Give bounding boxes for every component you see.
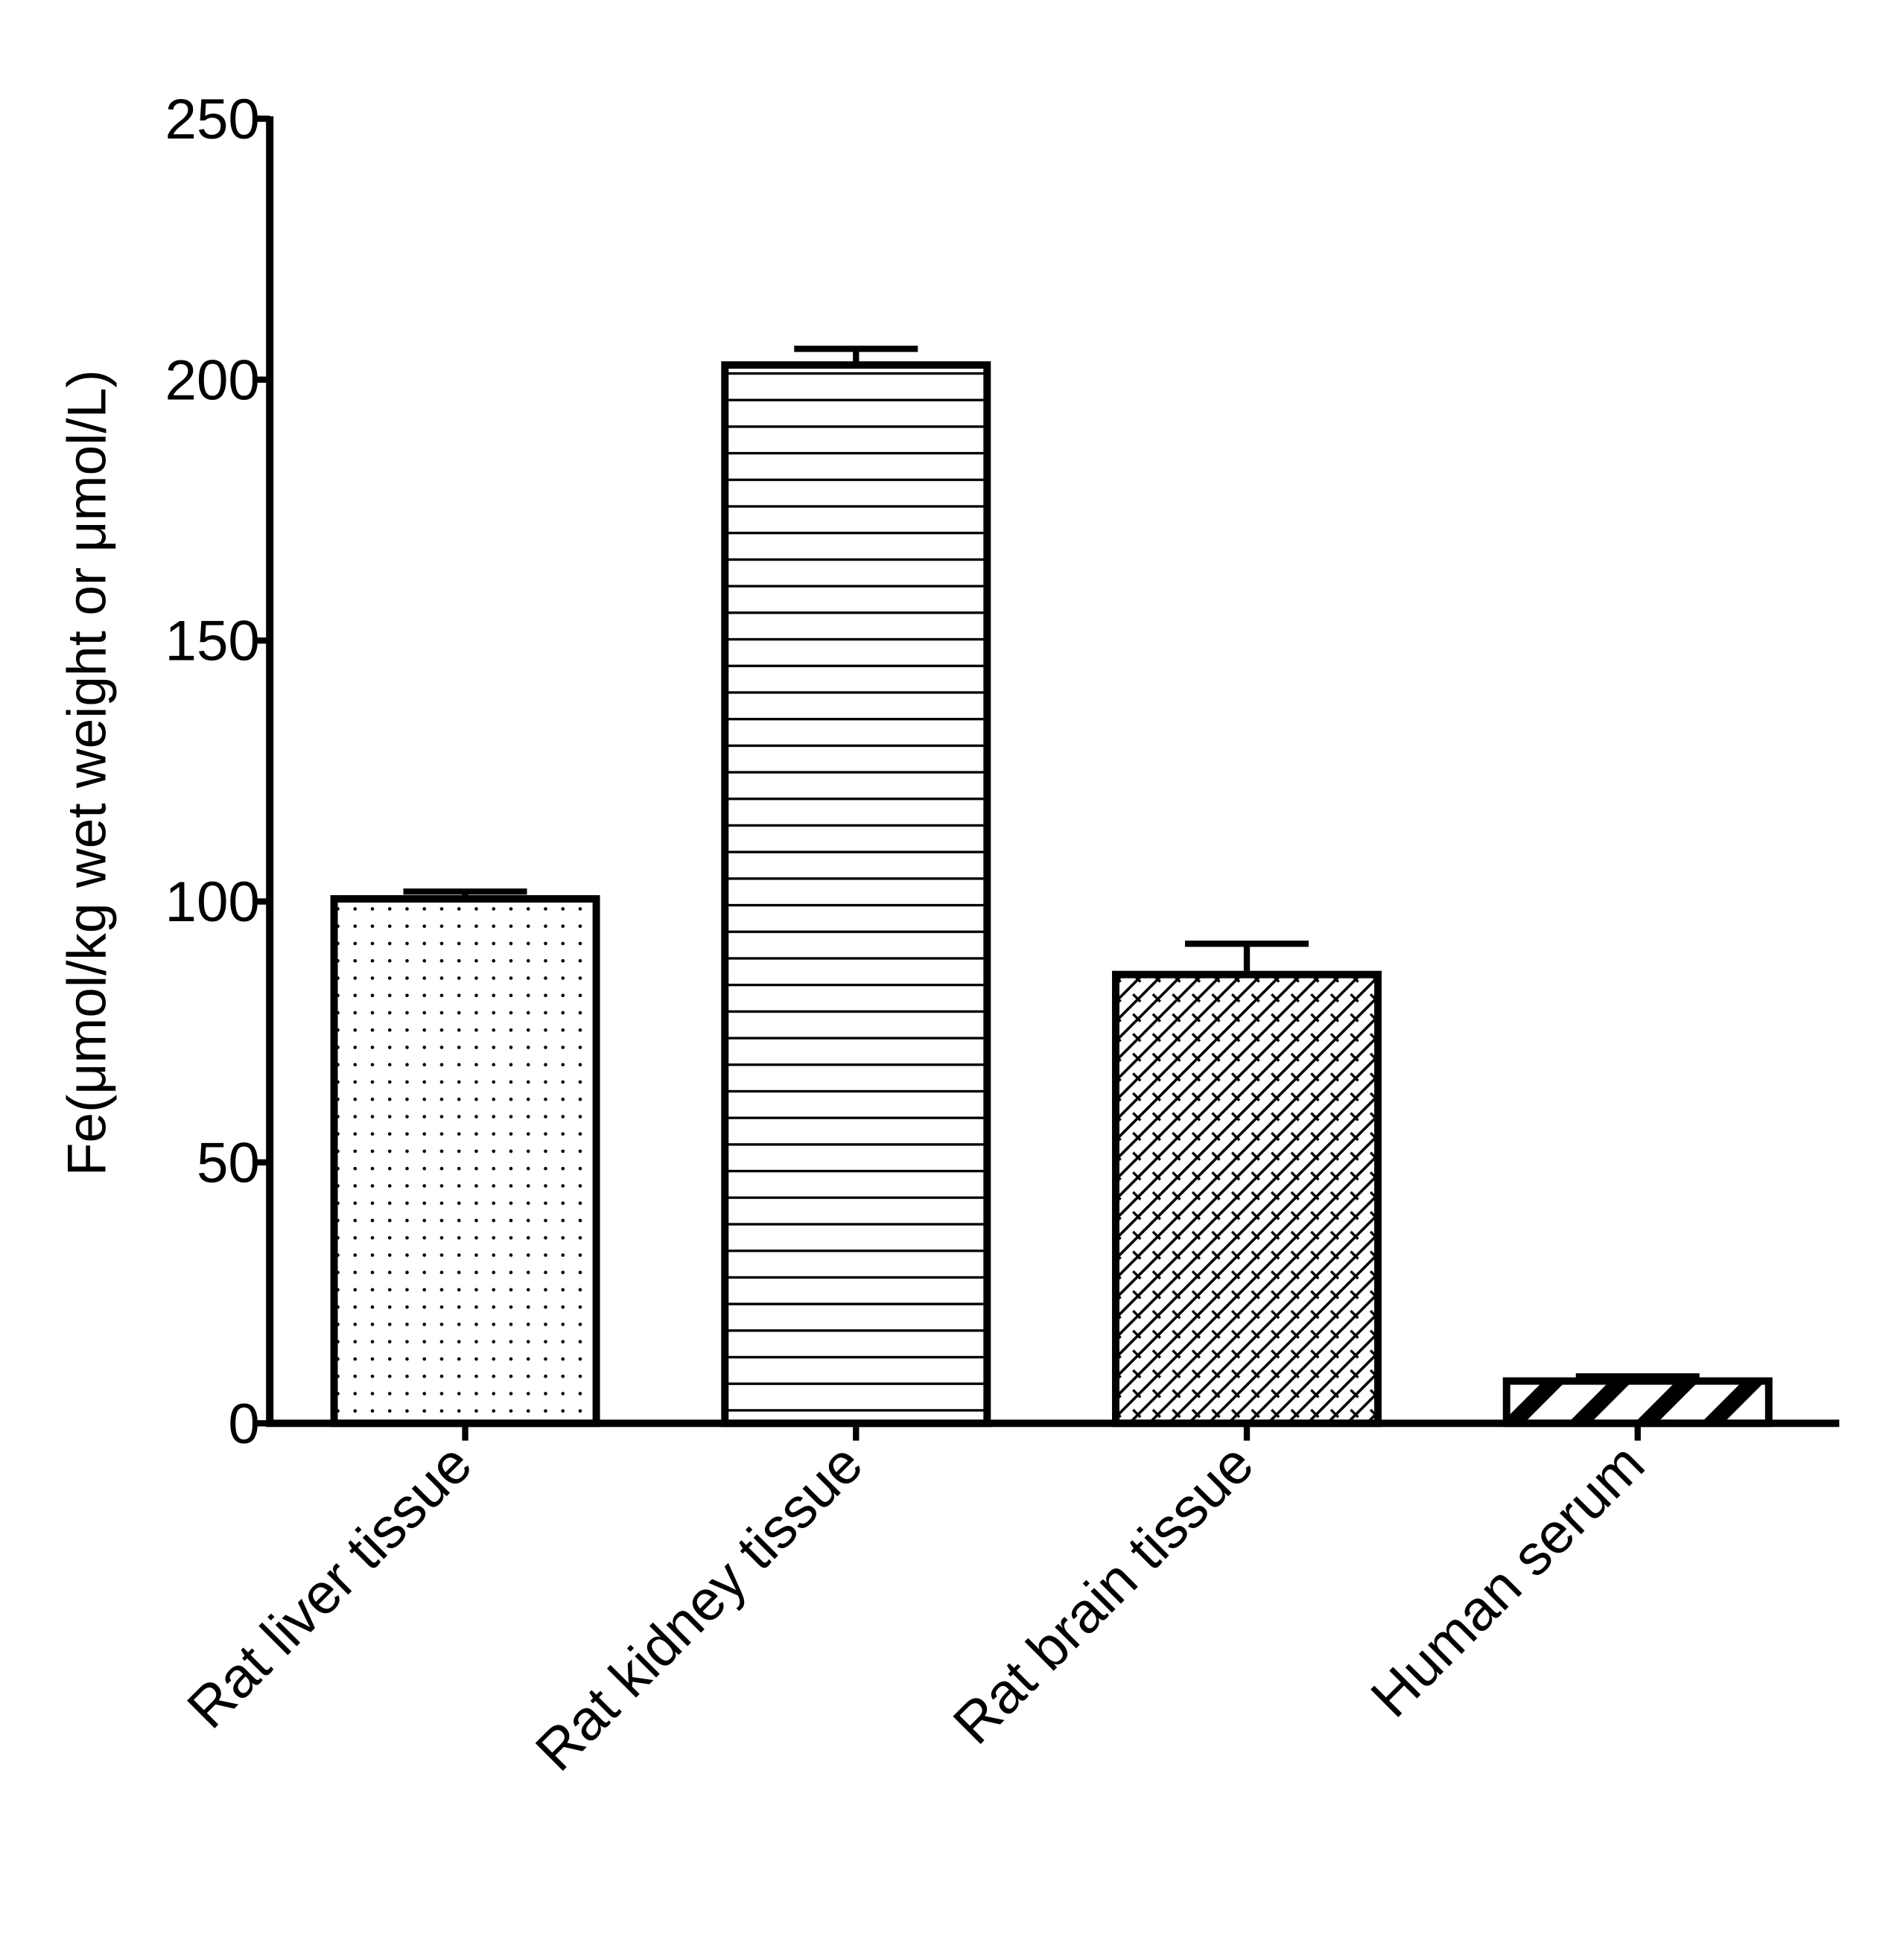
y-tick-label: 250: [165, 88, 259, 151]
bar: [1502, 1377, 1773, 1428]
y-axis-label: Fe(μmol/kg wet weight or μmol/L): [57, 369, 117, 1176]
bar: [721, 361, 991, 1428]
x-tick-label: Rat brain tissue: [941, 1432, 1265, 1756]
y-tick-label: 50: [197, 1132, 260, 1195]
x-tick-label: Rat liver tissue: [176, 1432, 484, 1740]
bar: [1112, 970, 1382, 1428]
bar: [330, 895, 600, 1428]
y-tick-label: 150: [165, 610, 259, 673]
y-tick-label: 100: [165, 871, 259, 934]
y-tick-label: 200: [165, 349, 259, 412]
x-tick-label: Rat kidney tissue: [524, 1432, 874, 1783]
y-tick-label: 0: [228, 1393, 259, 1456]
x-tick-label: Human serum: [1359, 1432, 1656, 1729]
